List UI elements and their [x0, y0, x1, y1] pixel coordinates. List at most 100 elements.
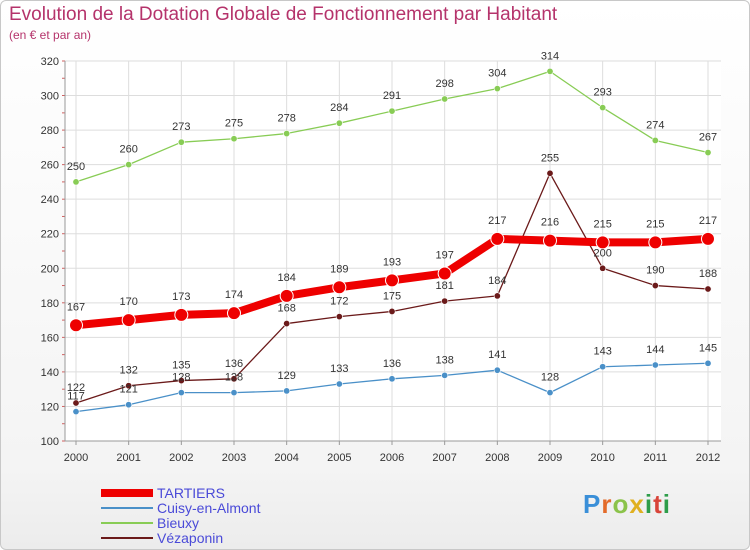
data-label-vezaponin: 136: [225, 358, 243, 370]
data-point-bieuxy: [230, 135, 238, 143]
data-label-cuisy-en-almont: 129: [277, 370, 295, 382]
y-tick-label: 140: [41, 367, 59, 379]
legend-swatch-tartiers: [101, 489, 153, 497]
data-label-cuisy-en-almont: 128: [172, 372, 190, 384]
data-label-bieuxy: 291: [383, 90, 401, 102]
data-point-cuisy-en-almont: [283, 387, 291, 395]
data-label-cuisy-en-almont: 117: [67, 391, 85, 403]
y-tick-label: 320: [41, 56, 59, 68]
data-point-bieuxy: [388, 107, 396, 115]
data-point-tartiers: [332, 280, 347, 295]
data-label-vezaponin: 190: [646, 265, 664, 277]
data-point-vezaponin: [177, 377, 185, 385]
proxiti-logo: Proxiti: [583, 489, 671, 519]
data-point-bieuxy: [335, 119, 343, 127]
x-tick-label: 2011: [644, 452, 668, 464]
data-point-bieuxy: [125, 161, 133, 169]
x-tick-label: 2010: [590, 452, 614, 464]
data-point-cuisy-en-almont: [704, 359, 712, 367]
legend-label-bieuxy: Bieuxy: [157, 515, 200, 531]
legend-swatch-vezaponin: [101, 537, 153, 539]
x-tick-label: 2001: [116, 452, 140, 464]
chart-subtitle: (en € et par an): [9, 28, 92, 42]
data-label-bieuxy: 267: [699, 132, 717, 144]
data-label-vezaponin: 184: [488, 275, 506, 287]
data-label-vezaponin: 188: [699, 268, 717, 280]
data-point-tartiers: [279, 288, 294, 303]
data-point-bieuxy: [651, 136, 659, 144]
data-point-tartiers: [648, 235, 663, 250]
data-label-cuisy-en-almont: 121: [119, 384, 137, 396]
y-tick-label: 120: [41, 401, 59, 413]
data-point-tartiers: [174, 307, 189, 322]
data-label-cuisy-en-almont: 133: [330, 363, 348, 375]
data-point-bieuxy: [177, 138, 185, 146]
data-point-vezaponin: [546, 169, 554, 177]
x-tick-label: 2008: [485, 452, 509, 464]
data-point-vezaponin: [283, 320, 291, 328]
data-label-vezaponin: 175: [383, 290, 401, 302]
legend-swatch-cuisy-en-almont: [101, 507, 153, 509]
data-label-cuisy-en-almont: 138: [435, 354, 453, 366]
data-label-bieuxy: 275: [225, 118, 243, 130]
data-point-vezaponin: [72, 399, 80, 407]
legend-label-cuisy-en-almont: Cuisy-en-Almont: [157, 500, 261, 516]
data-label-cuisy-en-almont: 136: [383, 358, 401, 370]
data-point-cuisy-en-almont: [72, 408, 80, 416]
data-label-bieuxy: 260: [119, 144, 137, 156]
data-point-tartiers: [227, 306, 241, 321]
data-point-cuisy-en-almont: [125, 401, 133, 409]
data-label-vezaponin: 132: [119, 365, 137, 377]
x-tick-label: 2003: [222, 452, 246, 464]
data-point-cuisy-en-almont: [230, 389, 238, 397]
y-tick-label: 260: [41, 160, 59, 172]
data-label-cuisy-en-almont: 145: [699, 342, 717, 354]
data-label-tartiers: 184: [277, 272, 295, 284]
data-point-vezaponin: [388, 307, 396, 315]
data-label-tartiers: 173: [172, 291, 190, 303]
y-tick-label: 200: [41, 263, 59, 275]
data-label-bieuxy: 273: [172, 121, 190, 133]
data-point-vezaponin: [125, 382, 133, 390]
data-point-cuisy-en-almont: [388, 375, 396, 383]
data-point-cuisy-en-almont: [441, 371, 449, 379]
data-point-vezaponin: [335, 313, 343, 321]
data-label-tartiers: 193: [383, 256, 401, 268]
data-label-cuisy-en-almont: 144: [646, 344, 664, 356]
data-point-bieuxy: [72, 178, 80, 186]
data-label-bieuxy: 298: [435, 78, 453, 90]
data-point-cuisy-en-almont: [546, 389, 554, 397]
data-label-cuisy-en-almont: 141: [488, 349, 506, 361]
data-label-tartiers: 174: [225, 289, 243, 301]
data-point-vezaponin: [230, 375, 238, 383]
plot-area: [65, 61, 721, 441]
data-label-vezaponin: 172: [330, 296, 348, 308]
data-label-bieuxy: 314: [541, 50, 559, 62]
data-label-tartiers: 215: [646, 218, 664, 230]
y-tick-label: 100: [41, 436, 59, 448]
data-point-cuisy-en-almont: [599, 363, 607, 371]
x-tick-label: 2000: [64, 452, 88, 464]
data-label-vezaponin: 181: [435, 280, 453, 292]
data-point-bieuxy: [599, 104, 607, 112]
data-label-cuisy-en-almont: 143: [593, 346, 611, 358]
data-point-bieuxy: [441, 95, 449, 103]
data-point-tartiers: [543, 233, 557, 248]
legend-swatch-bieuxy: [101, 522, 153, 524]
x-tick-label: 2012: [696, 452, 720, 464]
data-point-bieuxy: [493, 85, 501, 93]
data-label-tartiers: 217: [488, 215, 506, 227]
chart-title: Evolution de la Dotation Globale de Fonc…: [9, 4, 558, 25]
legend-item-tartiers: TARTIERS: [101, 485, 401, 501]
y-tick-label: 180: [41, 298, 59, 310]
y-tick-label: 300: [41, 91, 59, 103]
data-point-cuisy-en-almont: [493, 366, 501, 374]
data-label-cuisy-en-almont: 128: [225, 372, 243, 384]
data-point-cuisy-en-almont: [335, 380, 343, 388]
data-point-vezaponin: [493, 292, 501, 300]
chart-legend: TARTIERS Cuisy-en-Almont Bieuxy Vézaponi…: [101, 485, 401, 546]
data-point-vezaponin: [651, 282, 659, 290]
data-label-vezaponin: 122: [67, 382, 85, 394]
